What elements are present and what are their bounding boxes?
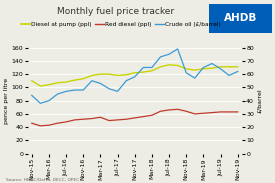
Crude oil (£/barrel) bbox=[56, 93, 59, 95]
Text: Source: HMRC/Defra, DECC, OPEC: Source: HMRC/Defra, DECC, OPEC bbox=[6, 178, 79, 182]
Red diesel (ppl) bbox=[64, 121, 68, 123]
Diesel at pump (ppl) bbox=[82, 78, 85, 80]
Crude oil (£/barrel) bbox=[133, 76, 136, 78]
Red diesel (ppl) bbox=[30, 122, 34, 124]
Red diesel (ppl) bbox=[185, 110, 188, 112]
Crude oil (£/barrel) bbox=[107, 88, 111, 90]
Line: Red diesel (ppl): Red diesel (ppl) bbox=[32, 109, 238, 126]
Crude oil (£/barrel) bbox=[219, 68, 222, 70]
Diesel at pump (ppl) bbox=[159, 66, 162, 68]
Diesel at pump (ppl) bbox=[227, 66, 231, 68]
Red diesel (ppl) bbox=[47, 124, 51, 126]
Diesel at pump (ppl) bbox=[73, 79, 76, 81]
Diesel at pump (ppl) bbox=[176, 64, 179, 67]
Crude oil (£/barrel) bbox=[142, 66, 145, 69]
Crude oil (£/barrel) bbox=[73, 89, 76, 91]
Red diesel (ppl) bbox=[227, 111, 231, 113]
Crude oil (£/barrel) bbox=[39, 102, 42, 104]
Red diesel (ppl) bbox=[39, 125, 42, 127]
Diesel at pump (ppl) bbox=[90, 74, 94, 76]
Diesel at pump (ppl) bbox=[30, 80, 34, 82]
Crude oil (£/barrel) bbox=[64, 90, 68, 92]
Crude oil (£/barrel) bbox=[202, 66, 205, 69]
Diesel at pump (ppl) bbox=[167, 64, 171, 66]
Diesel at pump (ppl) bbox=[39, 85, 42, 87]
Red diesel (ppl) bbox=[202, 112, 205, 114]
Red diesel (ppl) bbox=[73, 119, 76, 121]
Diesel at pump (ppl) bbox=[133, 72, 136, 74]
Crude oil (£/barrel) bbox=[99, 82, 102, 85]
Red diesel (ppl) bbox=[99, 116, 102, 118]
Y-axis label: £/barrel: £/barrel bbox=[257, 88, 262, 113]
Legend: Diesel at pump (ppl), Red diesel (ppl), Crude oil (£/barrel): Diesel at pump (ppl), Red diesel (ppl), … bbox=[20, 21, 222, 27]
Crude oil (£/barrel) bbox=[193, 77, 196, 79]
Red diesel (ppl) bbox=[150, 114, 153, 116]
Red diesel (ppl) bbox=[236, 111, 239, 113]
Diesel at pump (ppl) bbox=[107, 73, 111, 75]
Diesel at pump (ppl) bbox=[185, 68, 188, 70]
Crude oil (£/barrel) bbox=[176, 48, 179, 50]
Crude oil (£/barrel) bbox=[150, 66, 153, 69]
Crude oil (£/barrel) bbox=[116, 90, 119, 92]
Red diesel (ppl) bbox=[210, 111, 214, 114]
Diesel at pump (ppl) bbox=[219, 66, 222, 68]
Y-axis label: pence per litre: pence per litre bbox=[4, 78, 9, 124]
Diesel at pump (ppl) bbox=[125, 74, 128, 76]
Crude oil (£/barrel) bbox=[159, 56, 162, 58]
Red diesel (ppl) bbox=[176, 108, 179, 110]
Diesel at pump (ppl) bbox=[99, 73, 102, 75]
Diesel at pump (ppl) bbox=[47, 84, 51, 86]
Diesel at pump (ppl) bbox=[202, 68, 205, 70]
Red diesel (ppl) bbox=[90, 117, 94, 120]
Crude oil (£/barrel) bbox=[30, 94, 34, 96]
Red diesel (ppl) bbox=[159, 110, 162, 112]
Red diesel (ppl) bbox=[193, 113, 196, 115]
Diesel at pump (ppl) bbox=[64, 81, 68, 83]
Crude oil (£/barrel) bbox=[185, 72, 188, 74]
Red diesel (ppl) bbox=[82, 118, 85, 120]
Diesel at pump (ppl) bbox=[56, 82, 59, 84]
Crude oil (£/barrel) bbox=[47, 100, 51, 102]
Red diesel (ppl) bbox=[167, 109, 171, 111]
Diesel at pump (ppl) bbox=[193, 69, 196, 71]
Crude oil (£/barrel) bbox=[236, 70, 239, 72]
Diesel at pump (ppl) bbox=[116, 74, 119, 76]
Line: Diesel at pump (ppl): Diesel at pump (ppl) bbox=[32, 65, 238, 86]
Diesel at pump (ppl) bbox=[142, 71, 145, 73]
Red diesel (ppl) bbox=[125, 118, 128, 120]
Diesel at pump (ppl) bbox=[236, 66, 239, 68]
Red diesel (ppl) bbox=[56, 122, 59, 124]
Diesel at pump (ppl) bbox=[150, 70, 153, 72]
Diesel at pump (ppl) bbox=[210, 67, 214, 69]
Crude oil (£/barrel) bbox=[125, 80, 128, 82]
Red diesel (ppl) bbox=[116, 119, 119, 121]
Text: Monthly fuel price tracker: Monthly fuel price tracker bbox=[57, 7, 174, 16]
Crude oil (£/barrel) bbox=[167, 53, 171, 55]
Red diesel (ppl) bbox=[107, 119, 111, 122]
Crude oil (£/barrel) bbox=[227, 74, 231, 76]
Crude oil (£/barrel) bbox=[90, 80, 94, 82]
Red diesel (ppl) bbox=[142, 115, 145, 118]
Crude oil (£/barrel) bbox=[210, 62, 214, 65]
Crude oil (£/barrel) bbox=[82, 89, 85, 91]
Red diesel (ppl) bbox=[133, 117, 136, 119]
Line: Crude oil (£/barrel): Crude oil (£/barrel) bbox=[32, 49, 238, 103]
Red diesel (ppl) bbox=[219, 111, 222, 113]
Text: AHDB: AHDB bbox=[224, 13, 257, 23]
